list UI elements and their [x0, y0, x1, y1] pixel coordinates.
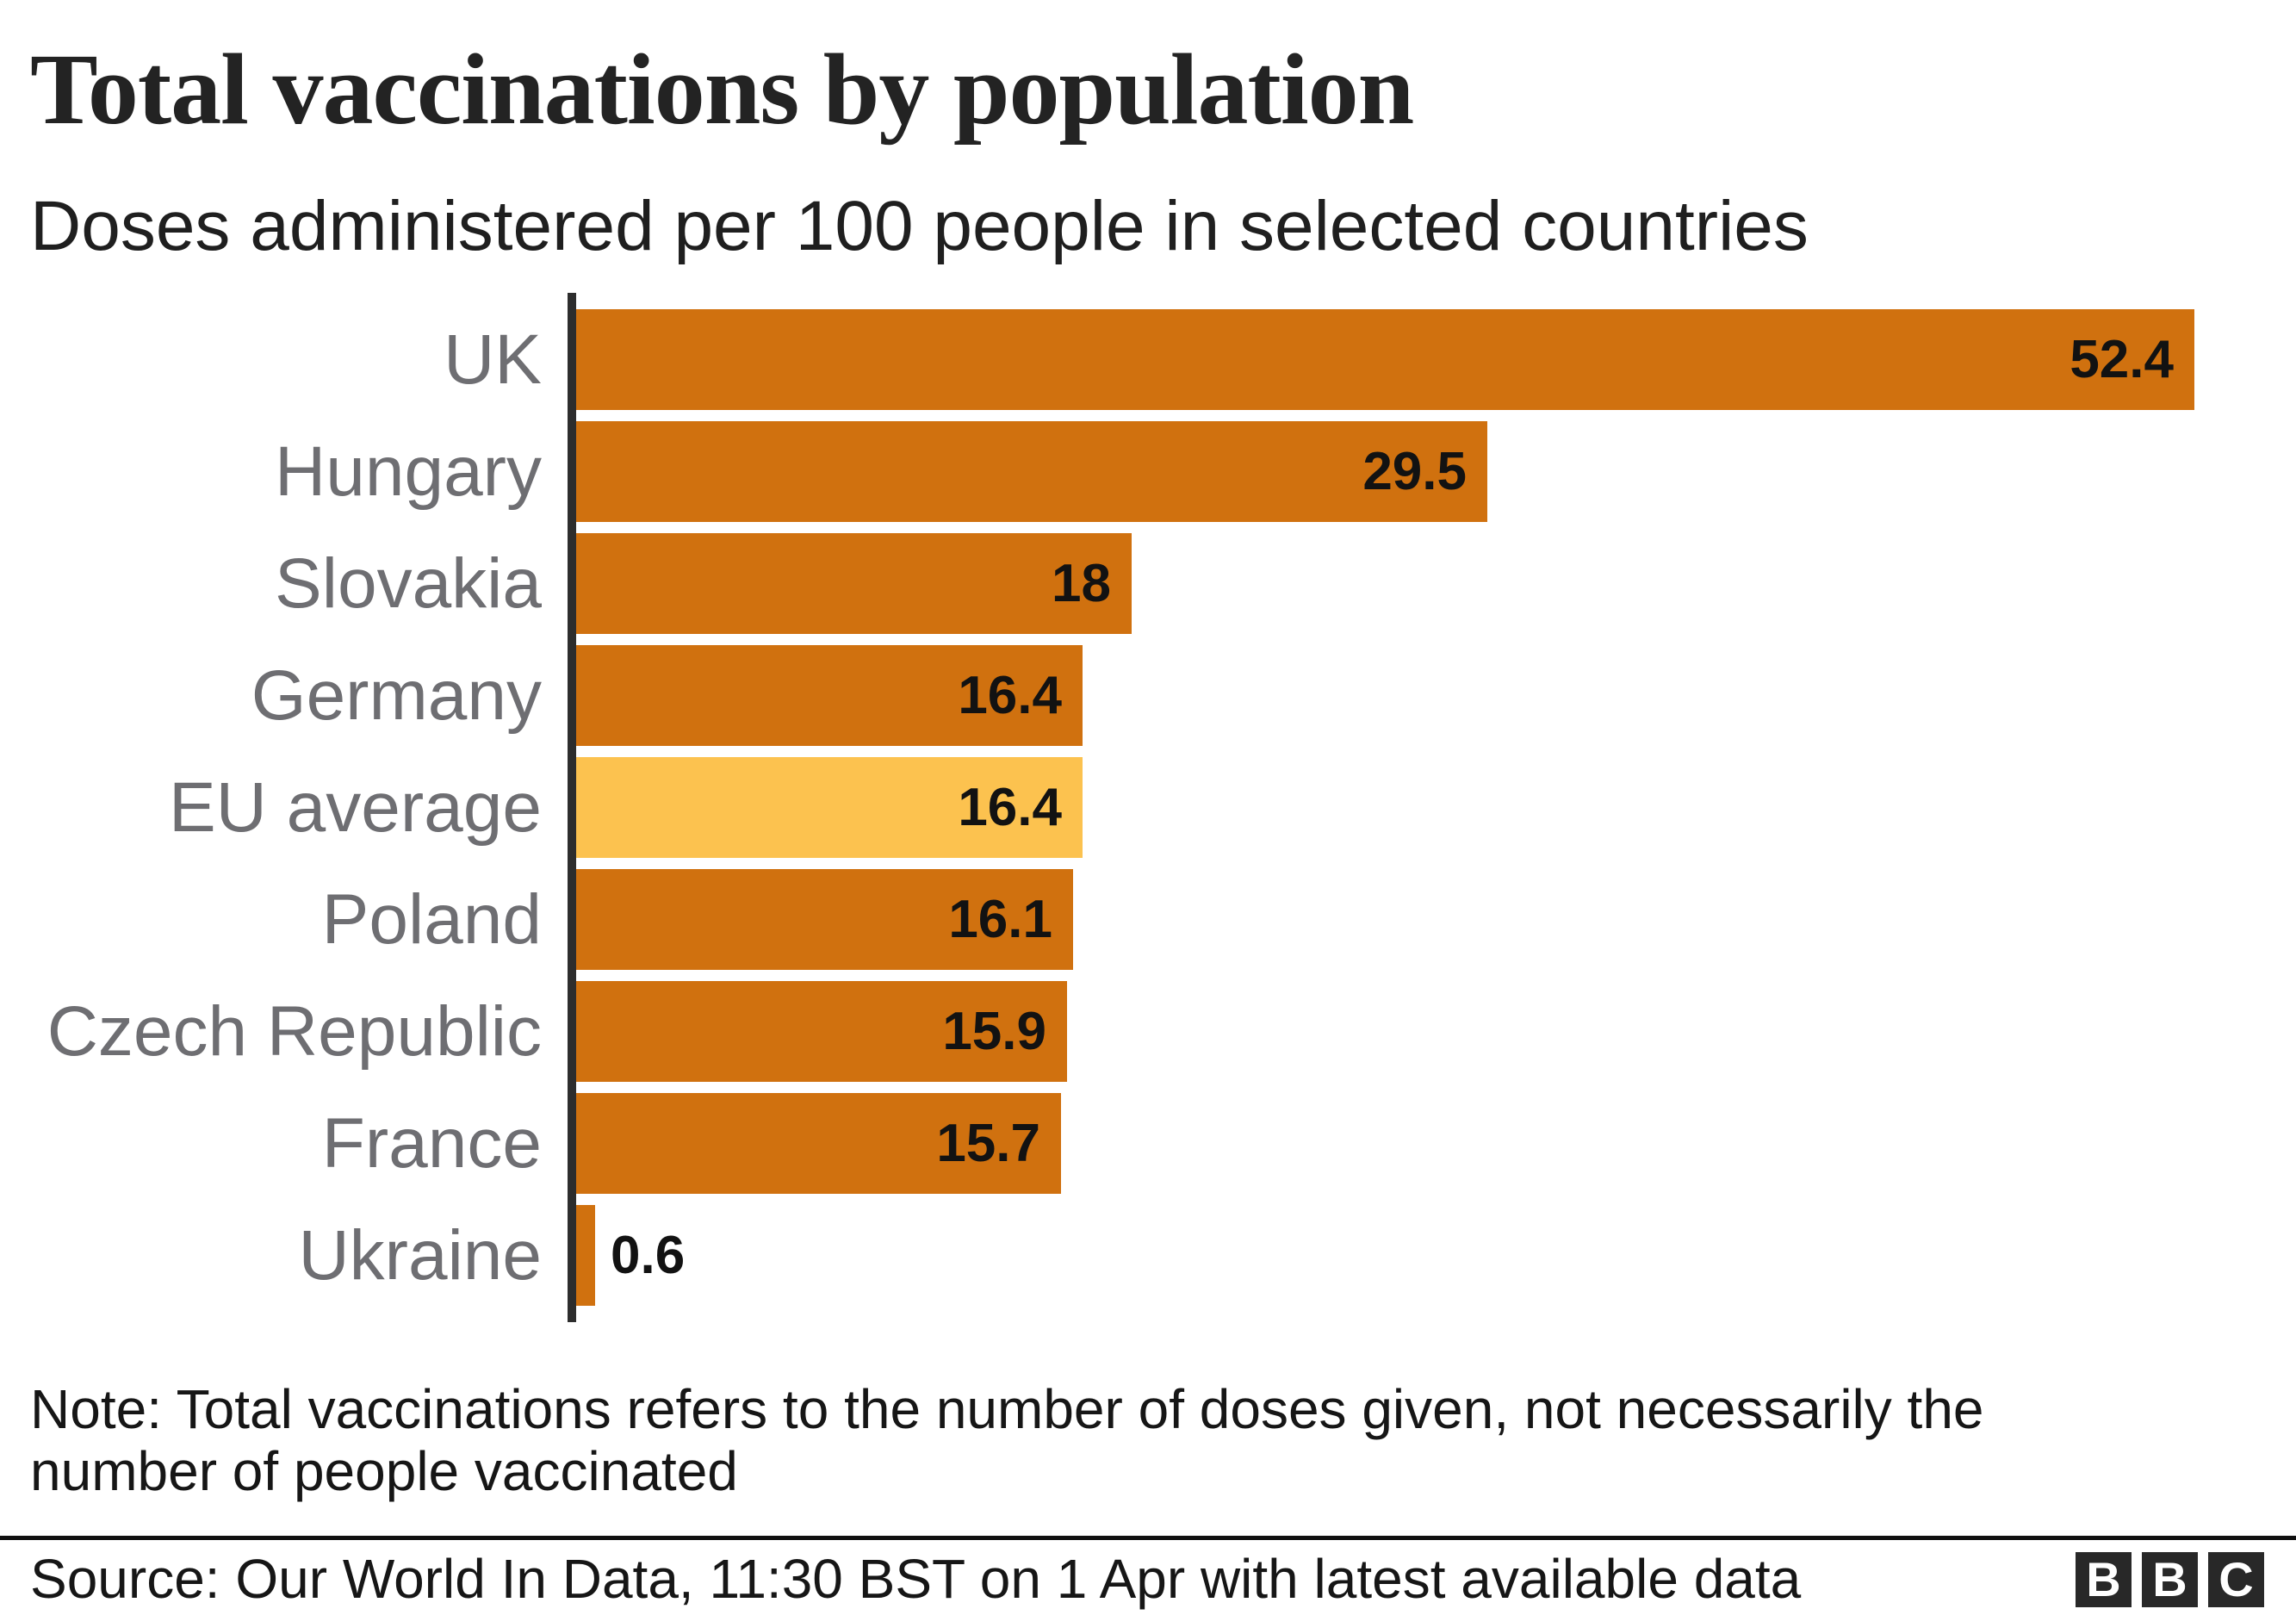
footnote-line-1: Note: Total vaccinations refers to the n…	[30, 1378, 1984, 1440]
bar-area-ukraine: 0.6	[576, 1205, 2296, 1306]
bar-row-uk: UK 52.4	[0, 309, 2296, 410]
bar-area-germany: 16.4	[576, 645, 2296, 746]
source-text: Source: Our World In Data, 11:30 BST on …	[30, 1548, 1802, 1610]
bar-germany: 16.4	[576, 645, 1083, 746]
value-label-eu-average: 16.4	[958, 777, 1062, 837]
category-label-germany: Germany	[251, 655, 542, 735]
chart-subtitle: Doses administered per 100 people in sel…	[30, 187, 1809, 265]
bar-area-uk: 52.4	[576, 309, 2296, 410]
bar-uk: 52.4	[576, 309, 2194, 410]
bar-eu-average: 16.4	[576, 757, 1083, 858]
footer-divider	[0, 1536, 2296, 1540]
category-label-czech-republic: Czech Republic	[47, 991, 542, 1071]
bar-poland: 16.1	[576, 869, 1073, 970]
category-label-slovakia: Slovakia	[275, 544, 542, 623]
value-label-slovakia: 18	[1052, 553, 1111, 613]
bar-row-ukraine: Ukraine 0.6	[0, 1205, 2296, 1306]
bbc-logo-box-1: B	[2076, 1552, 2132, 1607]
bar-row-slovakia: Slovakia 18	[0, 533, 2296, 634]
value-label-czech-republic: 15.9	[942, 1001, 1046, 1061]
bar-area-slovakia: 18	[576, 533, 2296, 634]
bbc-logo-box-3: C	[2208, 1552, 2264, 1607]
value-label-ukraine: 0.6	[611, 1225, 686, 1285]
bar-ukraine	[576, 1205, 595, 1306]
value-label-hungary: 29.5	[1362, 441, 1467, 501]
bar-area-czech-republic: 15.9	[576, 981, 2296, 1082]
category-label-poland: Poland	[321, 879, 542, 959]
bar-slovakia: 18	[576, 533, 1132, 634]
chart-title: Total vaccinations by population	[30, 33, 1414, 146]
bar-row-eu-average: EU average 16.4	[0, 757, 2296, 858]
value-label-uk: 52.4	[2070, 329, 2174, 389]
category-label-eu-average: EU average	[168, 767, 542, 847]
category-label-france: France	[321, 1103, 542, 1183]
bar-area-poland: 16.1	[576, 869, 2296, 970]
value-label-germany: 16.4	[958, 665, 1062, 725]
value-label-france: 15.7	[936, 1113, 1040, 1173]
bar-row-poland: Poland 16.1	[0, 869, 2296, 970]
value-label-poland: 16.1	[948, 889, 1052, 949]
footnote-line-2: number of people vaccinated	[30, 1440, 738, 1502]
bar-row-france: France 15.7	[0, 1093, 2296, 1194]
bar-chart: UK 52.4 Hungary 29.5 Slovakia 18 Germany 16.4 EU…	[0, 293, 2296, 1322]
footnote: Note: Total vaccinations refers to the n…	[30, 1378, 1984, 1502]
bar-row-hungary: Hungary 29.5	[0, 421, 2296, 522]
bar-area-france: 15.7	[576, 1093, 2296, 1194]
bar-hungary: 29.5	[576, 421, 1487, 522]
category-label-hungary: Hungary	[275, 432, 542, 511]
bar-row-czech-republic: Czech Republic 15.9	[0, 981, 2296, 1082]
y-axis-line	[568, 293, 576, 1322]
bar-area-eu-average: 16.4	[576, 757, 2296, 858]
bar-czech-republic: 15.9	[576, 981, 1067, 1082]
bar-rows: UK 52.4 Hungary 29.5 Slovakia 18 Germany 16.4 EU…	[0, 309, 2296, 1306]
category-label-ukraine: Ukraine	[298, 1215, 542, 1295]
category-label-uk: UK	[444, 320, 542, 399]
bbc-logo-box-2: B	[2142, 1552, 2198, 1607]
bar-area-hungary: 29.5	[576, 421, 2296, 522]
bar-row-germany: Germany 16.4	[0, 645, 2296, 746]
bar-france: 15.7	[576, 1093, 1061, 1194]
